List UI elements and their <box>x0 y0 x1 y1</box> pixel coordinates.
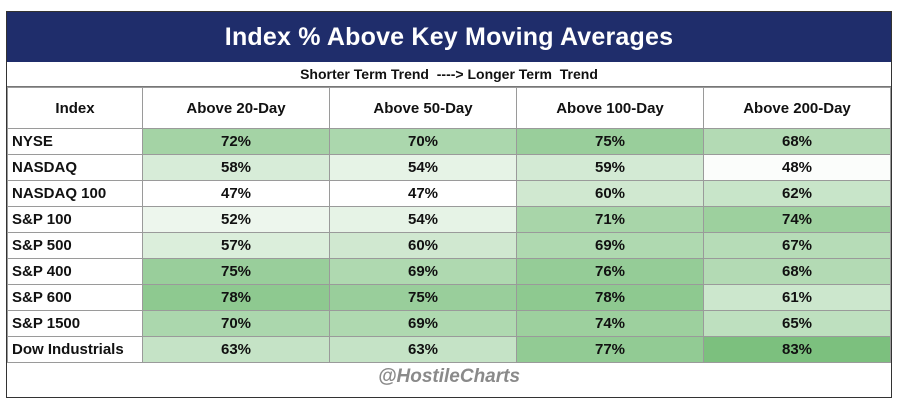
value-cell: 75% <box>142 258 330 285</box>
value-cell: 61% <box>703 284 891 311</box>
table-row: S&P 100 52% 54% 71% 74% <box>7 206 891 233</box>
table-row: NASDAQ 58% 54% 59% 48% <box>7 154 891 181</box>
value-cell: 69% <box>329 310 517 337</box>
row-label: NYSE <box>7 128 143 155</box>
footer: @HostileCharts <box>7 363 891 391</box>
value-cell: 60% <box>329 232 517 259</box>
value-cell: 54% <box>329 206 517 233</box>
watermark-handle: @HostileCharts <box>377 366 521 387</box>
value-cell: 68% <box>703 128 891 155</box>
table-body: NYSE 72% 70% 75% 68% NASDAQ 58% 54% 59% 48% NASDAQ… <box>7 128 891 363</box>
value-cell: 78% <box>142 284 330 311</box>
row-label: S&P 100 <box>7 206 143 233</box>
column-header-20-day: Above 20-Day <box>142 87 330 129</box>
table-row: NYSE 72% 70% 75% 68% <box>7 128 891 155</box>
value-cell: 48% <box>703 154 891 181</box>
column-header-50-day: Above 50-Day <box>329 87 517 129</box>
value-cell: 54% <box>329 154 517 181</box>
row-label: NASDAQ <box>7 154 143 181</box>
value-cell: 65% <box>703 310 891 337</box>
data-table: Index Above 20-Day Above 50-Day Above 10… <box>7 87 891 363</box>
header-row: Index Above 20-Day Above 50-Day Above 10… <box>7 87 891 129</box>
value-cell: 57% <box>142 232 330 259</box>
row-label: S&P 500 <box>7 232 143 259</box>
title-bar: Index % Above Key Moving Averages <box>7 12 891 62</box>
value-cell: 77% <box>516 336 704 363</box>
value-cell: 83% <box>703 336 891 363</box>
row-label: S&P 600 <box>7 284 143 311</box>
table-row: S&P 1500 70% 69% 74% 65% <box>7 310 891 337</box>
table-row: S&P 500 57% 60% 69% 67% <box>7 232 891 259</box>
table-row: S&P 400 75% 69% 76% 68% <box>7 258 891 285</box>
value-cell: 72% <box>142 128 330 155</box>
table-row: Dow Industrials 63% 63% 77% 83% <box>7 336 891 363</box>
value-cell: 63% <box>142 336 330 363</box>
value-cell: 47% <box>329 180 517 207</box>
chart-title: Index % Above Key Moving Averages <box>224 22 674 51</box>
table-row: NASDAQ 100 47% 47% 60% 62% <box>7 180 891 207</box>
value-cell: 70% <box>329 128 517 155</box>
table-frame: Index % Above Key Moving Averages Shorte… <box>6 11 892 398</box>
value-cell: 76% <box>516 258 704 285</box>
value-cell: 75% <box>516 128 704 155</box>
value-cell: 62% <box>703 180 891 207</box>
value-cell: 74% <box>516 310 704 337</box>
column-header-200-day: Above 200-Day <box>703 87 891 129</box>
value-cell: 71% <box>516 206 704 233</box>
value-cell: 75% <box>329 284 517 311</box>
row-label: NASDAQ 100 <box>7 180 143 207</box>
row-label: S&P 1500 <box>7 310 143 337</box>
value-cell: 67% <box>703 232 891 259</box>
value-cell: 68% <box>703 258 891 285</box>
subtitle-text: Shorter Term Trend ----> Longer Term Tre… <box>300 66 598 82</box>
column-header-100-day: Above 100-Day <box>516 87 704 129</box>
table-row: S&P 600 78% 75% 78% 61% <box>7 284 891 311</box>
value-cell: 69% <box>516 232 704 259</box>
value-cell: 63% <box>329 336 517 363</box>
row-label: S&P 400 <box>7 258 143 285</box>
chart-subtitle: Shorter Term Trend ----> Longer Term Tre… <box>7 62 891 87</box>
value-cell: 70% <box>142 310 330 337</box>
value-cell: 47% <box>142 180 330 207</box>
value-cell: 78% <box>516 284 704 311</box>
value-cell: 58% <box>142 154 330 181</box>
value-cell: 59% <box>516 154 704 181</box>
value-cell: 60% <box>516 180 704 207</box>
value-cell: 52% <box>142 206 330 233</box>
value-cell: 69% <box>329 258 517 285</box>
column-header-index: Index <box>7 87 143 129</box>
value-cell: 74% <box>703 206 891 233</box>
row-label: Dow Industrials <box>7 336 143 363</box>
